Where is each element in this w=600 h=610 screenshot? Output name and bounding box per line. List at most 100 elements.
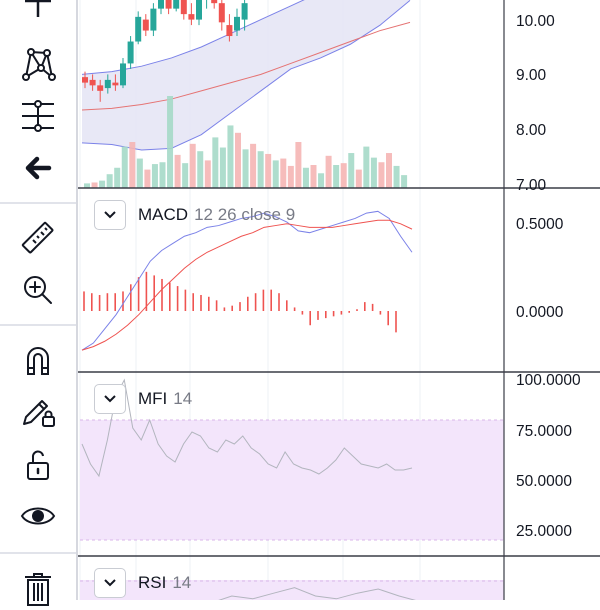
candle-body bbox=[142, 19, 149, 31]
mfi-band bbox=[80, 420, 504, 540]
price-axis-labels[interactable]: 10.00 9.00 8.00 7.00 0.5000 0.0000 100.0000 75.… bbox=[516, 13, 581, 540]
chevron-down-icon bbox=[104, 579, 116, 587]
signal-line bbox=[81, 219, 413, 351]
magnet-tool[interactable] bbox=[12, 338, 64, 382]
macd-pane[interactable] bbox=[81, 210, 413, 351]
volume-bar bbox=[386, 153, 392, 188]
mfi-axis-label: 75.0000 bbox=[516, 423, 572, 440]
visibility-tool[interactable] bbox=[12, 494, 64, 538]
candle-body bbox=[234, 16, 240, 31]
zoom-in-icon bbox=[24, 276, 52, 304]
volume-bar bbox=[302, 167, 309, 188]
candle-body bbox=[89, 79, 96, 86]
bollinger-lower-line bbox=[81, 0, 411, 151]
pane-separators[interactable] bbox=[76, 187, 600, 557]
macd-collapse-button[interactable] bbox=[94, 200, 126, 230]
volume-bar bbox=[129, 142, 136, 188]
candle-body bbox=[218, 3, 225, 23]
price-label: 9.00 bbox=[516, 67, 547, 84]
volume-bar bbox=[151, 164, 158, 188]
trash-icon bbox=[25, 573, 51, 606]
toolbar-divider bbox=[0, 202, 76, 204]
volume-bar bbox=[106, 174, 113, 188]
volume-bar bbox=[363, 146, 370, 188]
pencil-lock-icon bbox=[23, 400, 55, 427]
rsi-legend: RSI 14 bbox=[94, 566, 191, 600]
volume-bar bbox=[121, 146, 128, 188]
chevron-down-icon bbox=[104, 211, 116, 219]
drawing-toolbar bbox=[0, 0, 76, 606]
volume-bar bbox=[204, 160, 211, 188]
volume-bar bbox=[242, 149, 249, 188]
volume-bar bbox=[265, 153, 272, 188]
volume-bar bbox=[287, 165, 294, 188]
volume-bar bbox=[182, 163, 189, 188]
candle-body bbox=[82, 77, 88, 83]
candle-body bbox=[188, 14, 195, 20]
candle-body bbox=[241, 3, 248, 20]
mfi-legend: MFI 14 bbox=[94, 382, 192, 416]
indicator-name[interactable]: MACD bbox=[138, 205, 189, 224]
volume-bar bbox=[174, 154, 181, 188]
fib-retracement-icon bbox=[22, 100, 54, 132]
macd-line bbox=[81, 210, 413, 351]
rsi-pane[interactable] bbox=[80, 580, 504, 600]
lock-drawing-tool[interactable] bbox=[12, 390, 64, 434]
main-pane[interactable] bbox=[81, 0, 411, 188]
volume-bar bbox=[144, 169, 151, 188]
price-label: 10.00 bbox=[516, 13, 555, 30]
toolbar-divider bbox=[0, 552, 76, 554]
indicator-name[interactable]: RSI bbox=[138, 573, 167, 592]
ruler-tool[interactable] bbox=[12, 216, 64, 260]
volume-bar bbox=[227, 125, 234, 188]
mfi-axis-label: 100.0000 bbox=[516, 372, 581, 389]
volume-bar bbox=[235, 132, 241, 188]
indicator-params: 14 bbox=[173, 389, 193, 408]
volume-bar bbox=[355, 169, 362, 188]
unlock-icon bbox=[27, 450, 49, 480]
volume-bar bbox=[167, 96, 174, 188]
candle-body bbox=[135, 16, 142, 42]
price-label: 8.00 bbox=[516, 122, 547, 139]
macd-legend: MACD 12 26 close 9 bbox=[94, 198, 295, 232]
volume-bar bbox=[310, 165, 317, 188]
macd-axis-label: 0.5000 bbox=[516, 216, 564, 233]
indicator-name[interactable]: MFI bbox=[138, 389, 168, 408]
candle-body bbox=[127, 41, 134, 64]
macd-axis-label: 0.0000 bbox=[516, 304, 564, 321]
candle-body bbox=[173, 0, 180, 9]
back-button[interactable] bbox=[12, 146, 64, 190]
rsi-collapse-button[interactable] bbox=[94, 568, 126, 598]
volume-bar bbox=[272, 160, 279, 188]
volume-bar bbox=[318, 173, 325, 188]
volume-bar bbox=[159, 162, 166, 188]
volume-bar bbox=[393, 165, 400, 188]
mfi-line bbox=[81, 378, 413, 478]
candle-body bbox=[180, 0, 187, 15]
candle-body bbox=[112, 82, 119, 86]
indicator-params: 14 bbox=[172, 573, 192, 592]
candle-body bbox=[158, 0, 164, 9]
mfi-axis-label: 50.0000 bbox=[516, 473, 572, 490]
lock-all-tool[interactable] bbox=[12, 442, 64, 486]
candle-body bbox=[165, 0, 172, 9]
volume-bar bbox=[295, 142, 302, 188]
volume-bar bbox=[114, 167, 121, 188]
eye-icon bbox=[20, 507, 56, 525]
zoom-tool[interactable] bbox=[12, 268, 64, 312]
candle-body bbox=[150, 8, 157, 31]
delete-tool[interactable] bbox=[12, 566, 64, 610]
fib-tool[interactable] bbox=[12, 94, 64, 138]
pattern-tool[interactable] bbox=[12, 42, 64, 86]
volume-bar bbox=[280, 158, 287, 188]
cross-line-tool[interactable] bbox=[12, 0, 64, 34]
chevron-down-icon bbox=[104, 395, 116, 403]
xabcd-pattern-icon bbox=[22, 48, 56, 81]
indicator-params: 12 26 close 9 bbox=[194, 205, 296, 224]
mfi-pane[interactable] bbox=[80, 378, 504, 541]
bollinger-middle-line bbox=[81, 21, 411, 111]
volume-bar bbox=[84, 183, 90, 188]
rsi-band bbox=[80, 580, 504, 600]
mfi-collapse-button[interactable] bbox=[94, 384, 126, 414]
